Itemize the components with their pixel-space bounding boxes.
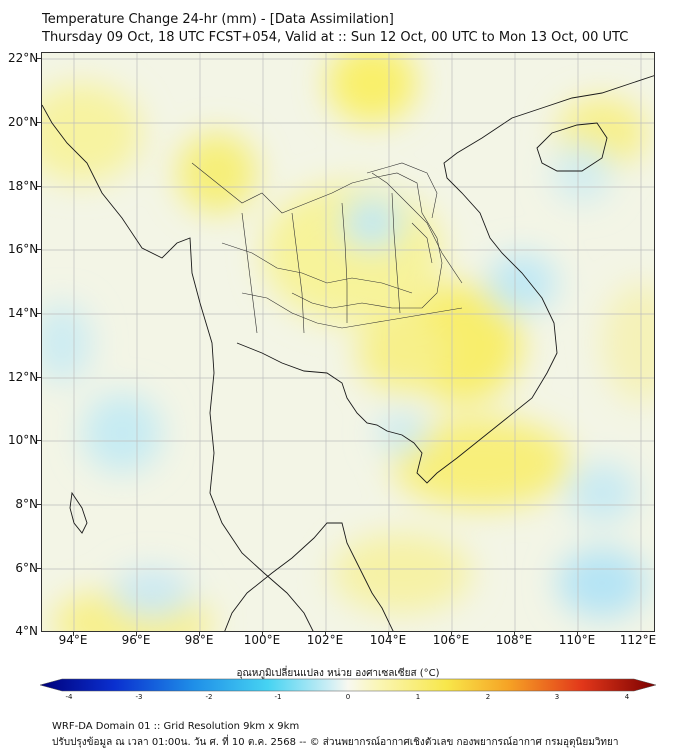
lon-tick [262,632,263,636]
lat-label: 4°N [15,624,38,638]
colorbar-label: 3 [554,693,560,701]
lat-label: 20°N [8,115,39,129]
temperature-change-map [41,52,655,632]
lat-tick [37,377,41,378]
lon-label: 100°E [243,633,281,647]
colorbar [40,678,656,692]
lat-tick [37,313,41,314]
lon-label: 108°E [495,633,533,647]
provincial-borders [191,162,463,334]
lat-tick [37,58,41,59]
lat-label: 8°N [15,497,38,511]
lon-tick [199,632,200,636]
map-canvas [42,53,654,631]
colorbar-label: 2 [485,693,491,701]
lat-label: 14°N [8,306,39,320]
lat-tick [37,440,41,441]
colorbar-label: -1 [274,693,282,701]
lat-tick [37,122,41,123]
lat-tick [37,249,41,250]
lon-label: 102°E [306,633,344,647]
footer-model-info: WRF-DA Domain 01 :: Grid Resolution 9km … [52,721,300,732]
lat-tick [37,568,41,569]
lon-tick [451,632,452,636]
lat-label: 16°N [8,242,39,256]
lon-tick [325,632,326,636]
colorbar-label: 4 [624,693,630,701]
map-title: Temperature Change 24-hr (mm) - [Data As… [42,12,394,27]
graticule [42,53,654,631]
lon-label: 106°E [432,633,470,647]
lat-label: 12°N [8,370,39,384]
lon-label: 112°E [619,633,657,647]
colorbar-label: -3 [135,693,143,701]
lon-tick [577,632,578,636]
lon-tick [136,632,137,636]
lon-tick [514,632,515,636]
lon-label: 110°E [558,633,596,647]
colorbar-label: 1 [415,693,421,701]
colorbar-title: อุณหภูมิเปลี่ยนแปลง หน่วย องศาเซลเซียส (… [236,668,440,679]
lon-tick [388,632,389,636]
lat-label: 22°N [8,51,39,65]
lat-label: 6°N [15,561,38,575]
colorbar-label: -4 [65,693,73,701]
lat-tick [37,186,41,187]
colorbar-label: -2 [205,693,213,701]
map-subtitle: Thursday 09 Oct, 18 UTC FCST+054, Valid … [42,30,629,45]
coastlines [42,75,654,631]
colorbar-label: 0 [345,693,351,701]
lat-label: 18°N [8,179,39,193]
lat-label: 10°N [8,433,39,447]
lat-tick [37,504,41,505]
lon-label: 104°E [369,633,407,647]
lon-label: 94°E [58,633,88,647]
lon-label: 96°E [121,633,151,647]
lon-label: 98°E [184,633,214,647]
lon-tick [73,632,74,636]
footer-update-info: ปรับปรุงข้อมูล ณ เวลา 01:00น. วัน ศ. ที่… [52,737,619,748]
